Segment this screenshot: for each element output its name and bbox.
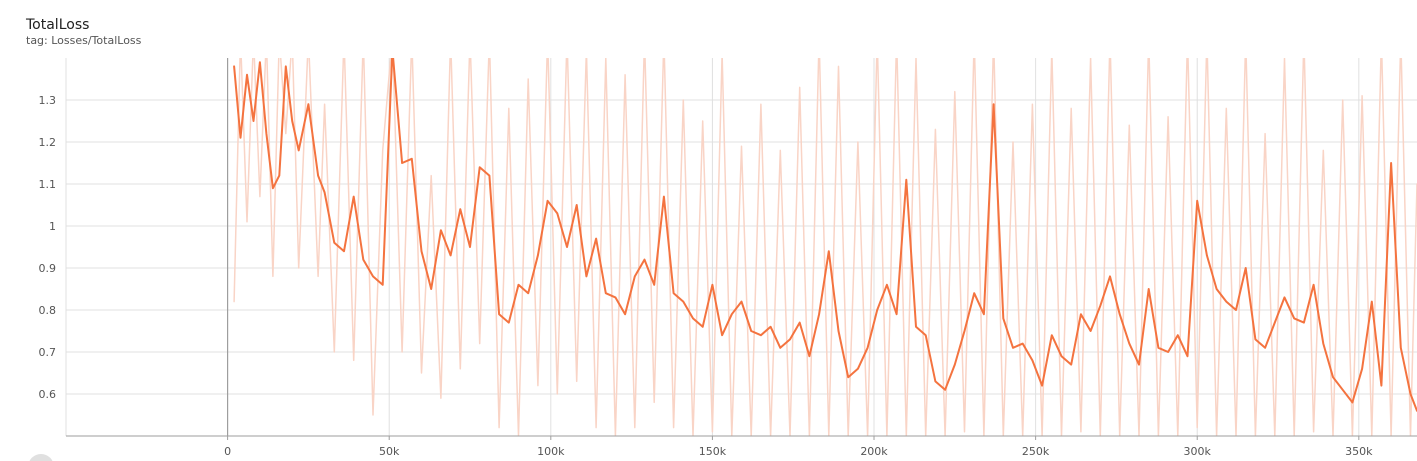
y-tick-label: 1.1 <box>39 178 57 191</box>
chart-title: TotalLoss <box>26 17 90 33</box>
x-tick-label: 350k <box>1345 445 1373 458</box>
y-tick-label: 1 <box>49 220 56 233</box>
x-tick-label: 250k <box>1022 445 1050 458</box>
raw-series-layer <box>233 58 1417 436</box>
tick-label-layer: 0.6 0.7 0.8 0.9 1 1.1 1.2 1.3 0 50k 100k 150k 200k 25… <box>39 94 1374 458</box>
y-tick-label: 1.2 <box>39 136 57 149</box>
raw-loss-line <box>233 58 1417 436</box>
y-tick-label: 0.6 <box>39 388 57 401</box>
y-tick-label: 0.9 <box>39 262 57 275</box>
x-tick-label: 300k <box>1184 445 1212 458</box>
smoothed-series-layer <box>233 58 1417 412</box>
x-tick-label: 150k <box>699 445 727 458</box>
y-tick-label: 1.3 <box>39 94 57 107</box>
y-tick-label: 0.8 <box>39 304 57 317</box>
x-tick-label: 100k <box>537 445 565 458</box>
x-tick-label: 0 <box>224 445 231 458</box>
smoothed-loss-line <box>233 58 1417 412</box>
axis-layer <box>65 58 1417 440</box>
y-tick-label: 0.7 <box>39 346 57 359</box>
chart-action-button[interactable] <box>28 454 54 461</box>
x-tick-label: 50k <box>379 445 400 458</box>
x-tick-label: 200k <box>860 445 888 458</box>
chart-tag-subtitle: tag: Losses/TotalLoss <box>26 34 142 47</box>
